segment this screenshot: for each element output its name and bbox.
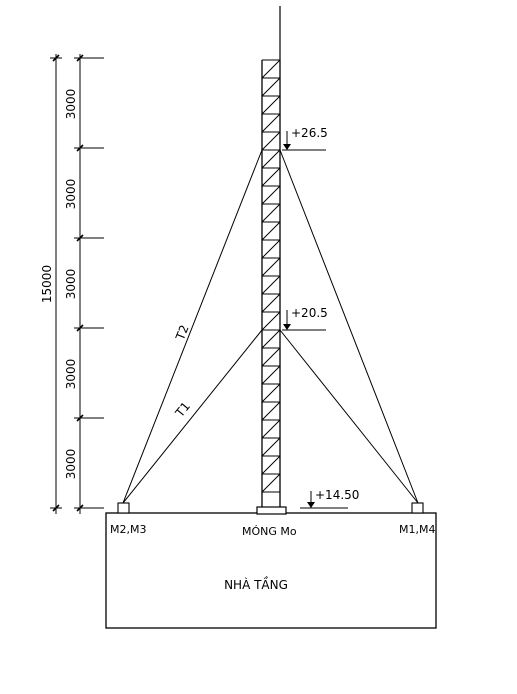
anchor-label-right: M1,M4	[399, 523, 435, 536]
elevation-arrow	[283, 144, 291, 150]
tower-diagonal-brace	[261, 113, 281, 133]
dimension-segment: 3000	[64, 269, 78, 300]
cable-lower-right	[279, 329, 419, 504]
tower-diagonal-brace	[261, 185, 281, 205]
tower-diagonal-brace	[261, 419, 281, 439]
elevation-arrow	[307, 502, 315, 508]
tower-diagonal-brace	[261, 77, 281, 97]
elevation-arrow	[283, 324, 291, 330]
dimension-tick	[52, 54, 60, 62]
tower-diagonal-brace	[261, 149, 281, 169]
tower-diagonal-brace	[261, 239, 281, 259]
dimension-tick	[76, 414, 84, 422]
elevation-marker-middle: +20.5	[282, 306, 328, 331]
tower-diagonal-brace	[261, 95, 281, 115]
tower-diagonal-brace	[261, 383, 281, 403]
anchor-label-left: M2,M3	[110, 523, 146, 536]
foundation-label: MÓNG Mo	[242, 525, 297, 538]
dimension-tick	[52, 504, 60, 512]
dimension-segment: 3000	[64, 179, 78, 210]
tower-diagonal-brace	[261, 329, 281, 349]
cable-lower-left	[122, 329, 263, 504]
cable-upper-left	[122, 149, 263, 504]
cable-label-lower: T1	[172, 399, 193, 420]
anchor-block-right	[411, 502, 424, 514]
tower-diagonal-brace	[261, 437, 281, 457]
tower-diagonal-brace	[261, 167, 281, 187]
tower-diagonal-brace	[261, 221, 281, 241]
tower-diagonal-brace	[261, 401, 281, 421]
tower-diagonal-brace	[261, 59, 281, 79]
tower-diagonal-brace	[261, 275, 281, 295]
elevation-label-middle: +20.5	[291, 306, 328, 320]
dimension-tick	[76, 234, 84, 242]
tower-diagonal-brace	[261, 455, 281, 475]
tower-diagonal-brace	[261, 257, 281, 277]
elevation-label-top: +26.5	[291, 126, 328, 140]
elevation-marker-top: +26.5	[282, 126, 328, 151]
tower-diagonal-brace	[261, 203, 281, 223]
tower-diagonal-brace	[261, 347, 281, 367]
tower-diagonal-brace	[261, 365, 281, 385]
dimension-tick	[76, 144, 84, 152]
cable-label-upper: T2	[173, 323, 192, 343]
tower-diagonal-brace	[261, 473, 281, 493]
cable-upper-right	[279, 149, 419, 504]
anchor-block-left	[117, 502, 130, 514]
tower-diagonal-brace	[261, 311, 281, 331]
guy-cables	[122, 149, 419, 504]
tower-footing	[256, 506, 287, 515]
tower-diagonal-brace	[261, 131, 281, 151]
dimension-segment: 3000	[64, 359, 78, 390]
lattice-tower	[261, 59, 281, 508]
elevation-label-roof: +14.50	[315, 488, 359, 502]
dimension-tick	[76, 54, 84, 62]
tower-diagonal-brace	[261, 293, 281, 313]
dimension-segment: 3000	[64, 449, 78, 480]
dimension-segment: 3000	[64, 89, 78, 120]
building-label: NHÀ TẦNG	[224, 576, 288, 592]
dimension-tick	[76, 324, 84, 332]
dimension-total: 15000	[40, 265, 54, 303]
dimension-tick	[76, 504, 84, 512]
dimension-chain: 15000 3000 3000 3000 3000 3000	[40, 54, 104, 514]
elevation-marker-roof: +14.50	[300, 488, 359, 509]
